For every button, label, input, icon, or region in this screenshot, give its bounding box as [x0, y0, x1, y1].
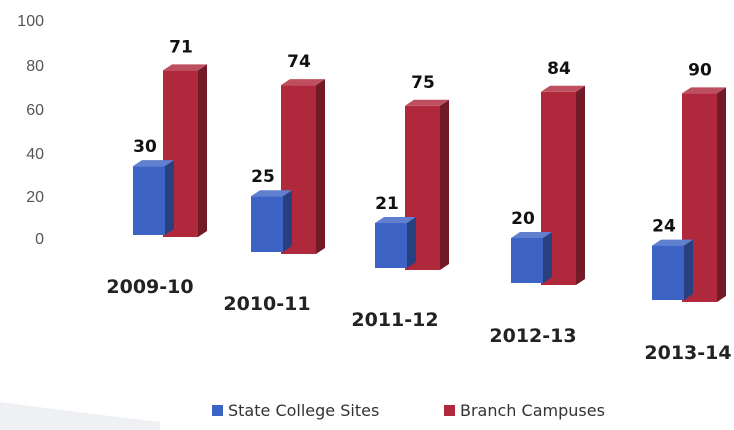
bar-branch-campuses-side: [198, 64, 207, 238]
category-label: 2010-11: [223, 293, 310, 315]
bar-state-college-sites: [133, 160, 174, 235]
bar-state-college-sites-front: [511, 238, 543, 283]
legend-label: State College Sites: [228, 401, 379, 420]
value-label-state-college-sites: 21: [375, 194, 399, 214]
category-label: 2012-13: [489, 325, 576, 347]
bar-state-college-sites-side: [283, 190, 292, 252]
y-tick-label: 20: [26, 189, 44, 206]
bar-state-college-sites-side: [165, 160, 174, 235]
bottom-shadow: [0, 402, 160, 430]
bar-branch-campuses-top: [541, 85, 585, 92]
bar-state-college-sites: [652, 239, 693, 300]
value-label-state-college-sites: 20: [511, 209, 535, 229]
value-label-branch-campuses: 71: [169, 37, 193, 57]
bar-state-college-sites-front: [652, 245, 684, 300]
legend: State College Sites Branch Campuses: [212, 401, 605, 420]
value-label-branch-campuses: 84: [547, 59, 571, 79]
value-label-state-college-sites: 24: [652, 217, 676, 237]
bar-state-college-sites-top: [251, 190, 292, 197]
bar-state-college-sites-front: [375, 223, 407, 268]
bar-state-college-sites-side: [407, 217, 416, 268]
bar-state-college-sites-side: [543, 232, 552, 283]
bar-branch-campuses-side: [316, 79, 325, 255]
value-label-state-college-sites: 25: [251, 167, 275, 187]
bar-state-college-sites: [251, 190, 292, 252]
y-axis-ticks: 100 80 60 40 20 0: [17, 13, 44, 248]
value-labels: 30 71 25 74 21 75 20 84 24 90: [133, 37, 712, 236]
bar-state-college-sites-front: [251, 196, 283, 252]
value-label-branch-campuses: 75: [411, 73, 435, 93]
bar-branch-campuses-side: [717, 87, 726, 303]
bar-branch-campuses-side: [576, 85, 585, 285]
legend-swatch: [444, 405, 455, 416]
value-label-branch-campuses: 74: [287, 52, 311, 72]
y-tick-label: 60: [26, 102, 44, 119]
bars: [133, 64, 726, 303]
y-tick-label: 0: [35, 231, 44, 248]
legend-swatch: [212, 405, 223, 416]
bar-state-college-sites-side: [684, 239, 693, 300]
bar-state-college-sites-front: [133, 166, 165, 235]
y-tick-label: 80: [26, 58, 44, 75]
bar-state-college-sites: [375, 217, 416, 268]
value-label-branch-campuses: 90: [688, 60, 712, 80]
bar-branch-campuses-side: [440, 99, 449, 270]
bar-state-college-sites-top: [652, 239, 693, 246]
category-label: 2013-14: [644, 342, 731, 364]
bar-state-college-sites-top: [133, 160, 174, 167]
bar-branch-campuses-top: [682, 87, 726, 94]
category-labels: 2009-10 2010-11 2011-12 2012-13 2013-14: [106, 276, 731, 364]
bar-state-college-sites-top: [375, 217, 416, 224]
decorative-shadow: [0, 402, 160, 430]
legend-label: Branch Campuses: [460, 401, 605, 420]
y-tick-label: 40: [26, 146, 44, 163]
bar-state-college-sites-top: [511, 232, 552, 238]
bar-branch-campuses-top: [281, 79, 325, 86]
y-tick-label: 100: [17, 13, 44, 30]
category-label: 2009-10: [106, 276, 193, 298]
bar-branch-campuses-top: [163, 64, 207, 71]
bar-branch-campuses-top: [405, 99, 449, 106]
category-label: 2011-12: [351, 309, 438, 331]
value-label-state-college-sites: 30: [133, 137, 157, 157]
bar-state-college-sites: [511, 232, 552, 283]
